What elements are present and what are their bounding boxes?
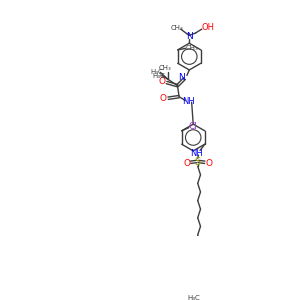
Text: Cl: Cl: [189, 122, 198, 130]
Text: H₃C: H₃C: [188, 295, 201, 300]
Text: CH₃: CH₃: [159, 65, 171, 71]
Text: O: O: [158, 77, 165, 86]
Text: S: S: [195, 157, 201, 167]
Text: OH: OH: [202, 23, 214, 32]
Text: N: N: [186, 32, 193, 41]
Text: NH: NH: [190, 149, 203, 158]
Text: H₃C: H₃C: [151, 68, 164, 74]
Text: O: O: [160, 94, 167, 103]
Text: CH₃: CH₃: [170, 25, 183, 31]
Text: O: O: [183, 159, 190, 168]
Text: H₃C: H₃C: [152, 73, 165, 79]
Text: NH: NH: [182, 97, 195, 106]
Text: N: N: [178, 73, 185, 82]
Text: CH₃: CH₃: [185, 45, 198, 51]
Text: O: O: [205, 159, 212, 168]
